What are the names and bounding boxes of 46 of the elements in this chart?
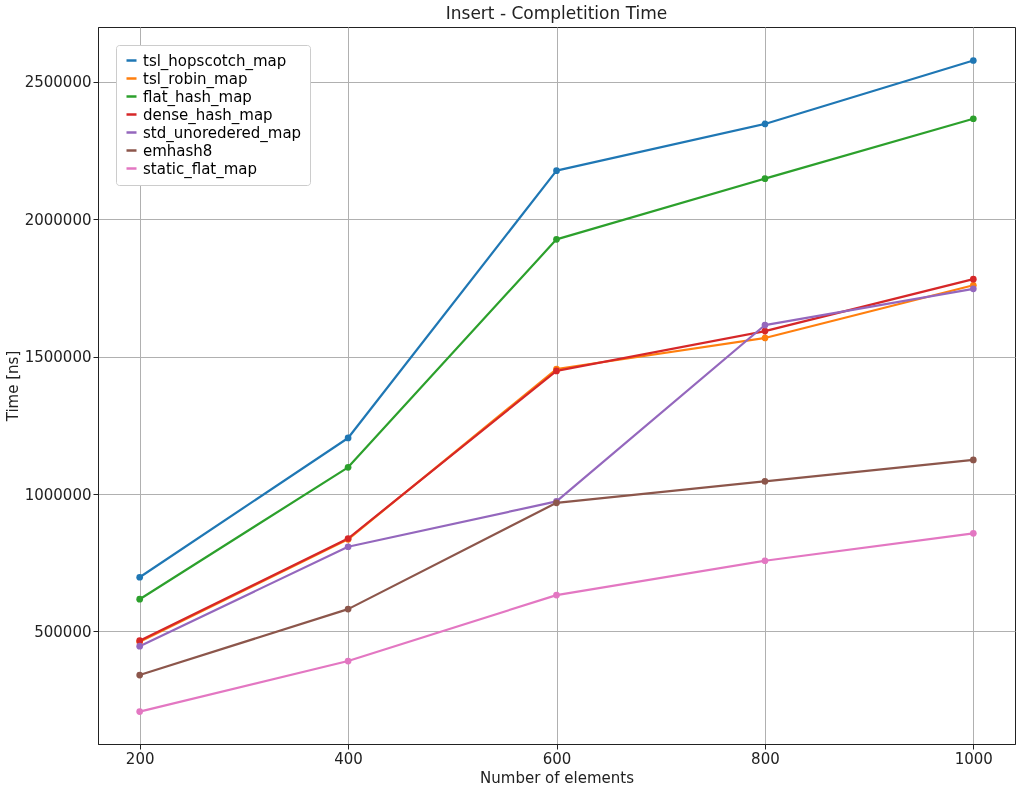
point [761,557,769,565]
point [761,321,769,329]
point [553,591,560,599]
x-tick-label: 1000 [954,749,993,768]
point [761,120,769,128]
point [344,464,352,471]
y-axis-title: Time [ns] [3,350,22,423]
point [761,175,769,182]
legend-label: emhash8 [143,141,213,160]
x-tick-label: 400 [334,749,363,768]
point [136,708,144,715]
point [969,57,977,64]
point [761,478,769,485]
point [136,573,144,581]
point [969,115,977,123]
point [136,595,144,603]
x-tick-label: 800 [751,749,780,768]
legend-label: flat_hash_map [143,87,252,107]
point [136,671,144,679]
point [969,529,977,537]
y-tick-label: 1500000 [24,348,92,367]
point [969,275,977,283]
legend-label: static_flat_map [143,159,258,179]
point [969,456,977,464]
point [761,327,769,335]
point [969,285,977,293]
legend-label: tsl_hopscotch_map [143,51,287,71]
y-tick-label: 2500000 [24,73,92,92]
point [344,657,352,665]
point [553,236,560,243]
point [344,434,352,442]
legend-label: tsl_robin_map [143,69,248,89]
point [136,642,144,650]
x-tick-label: 200 [125,749,155,768]
y-tick-label: 1000000 [24,485,92,504]
legend-label: std_unoredered_map [143,123,302,143]
x-tick-label: 600 [542,749,572,768]
point [553,167,560,175]
point [761,334,769,342]
point [344,605,352,613]
y-tick-label: 500000 [34,622,92,641]
chart-title: Insert - Completition Time [445,3,668,23]
point [344,543,352,551]
y-tick-label: 2000000 [24,210,92,229]
legend-label: dense_hash_map [143,105,273,125]
x-axis-title: Number of elements [480,768,635,787]
